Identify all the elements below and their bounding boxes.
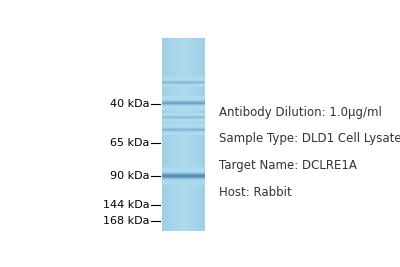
Text: Antibody Dilution: 1.0μg/ml: Antibody Dilution: 1.0μg/ml <box>219 106 382 119</box>
Bar <box>162 179 205 180</box>
Text: Sample Type: DLD1 Cell Lysate: Sample Type: DLD1 Cell Lysate <box>219 132 400 146</box>
Bar <box>162 183 205 184</box>
Bar <box>162 172 205 173</box>
Bar <box>162 174 205 175</box>
Text: 90 kDa: 90 kDa <box>110 171 149 181</box>
Bar <box>162 169 205 170</box>
Bar <box>162 182 205 183</box>
Bar <box>162 171 205 172</box>
Bar <box>162 178 205 179</box>
Bar <box>162 180 205 181</box>
Bar <box>162 173 205 174</box>
Bar <box>162 184 205 185</box>
Bar <box>162 168 205 169</box>
Text: 65 kDa: 65 kDa <box>110 138 149 148</box>
Bar <box>162 170 205 171</box>
Bar <box>162 175 205 176</box>
Text: 144 kDa: 144 kDa <box>102 200 149 210</box>
Text: 40 kDa: 40 kDa <box>110 99 149 109</box>
Bar <box>162 181 205 182</box>
Text: Target Name: DCLRE1A: Target Name: DCLRE1A <box>219 159 357 172</box>
Bar <box>162 176 205 177</box>
Text: Host: Rabbit: Host: Rabbit <box>219 186 292 199</box>
Bar <box>162 167 205 168</box>
Text: 168 kDa: 168 kDa <box>103 216 149 226</box>
Bar <box>162 177 205 178</box>
